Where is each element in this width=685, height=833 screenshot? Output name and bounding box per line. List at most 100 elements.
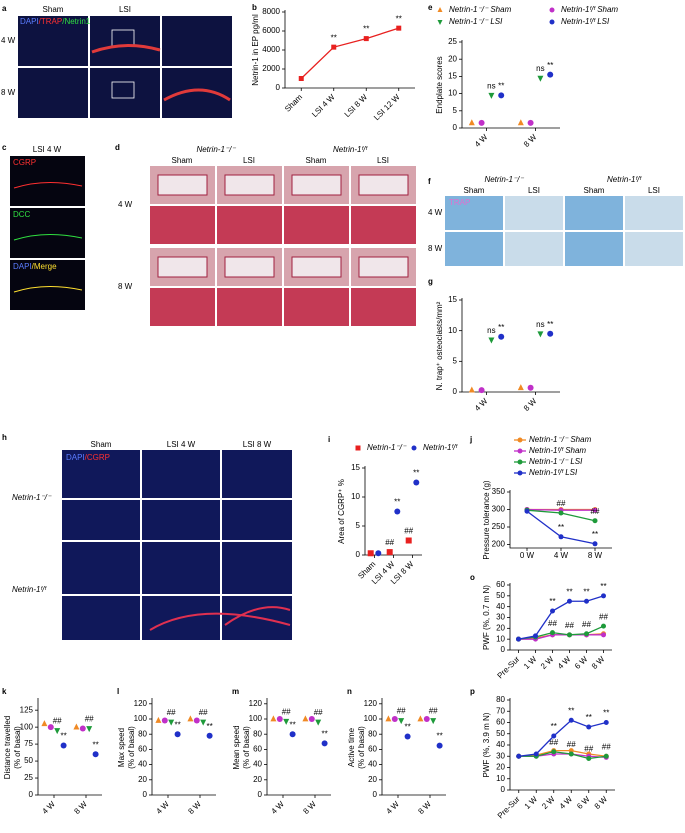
legend-label: Netrin-1ᶠ/ᶠ LSI xyxy=(529,468,578,477)
dot-mean xyxy=(391,716,398,722)
row-label: 8 W xyxy=(1,88,16,97)
significance-mark: ** xyxy=(396,14,402,23)
y-tick-label: 0 xyxy=(453,123,458,132)
dot-mean xyxy=(161,717,168,724)
axis xyxy=(509,698,615,791)
y-tick-label: 20 xyxy=(368,775,377,784)
dot-mean xyxy=(276,716,283,722)
disc xyxy=(157,174,208,196)
significance-mark: ** xyxy=(549,597,555,606)
column-label: Sham xyxy=(91,440,112,449)
y-tick-label: 60 xyxy=(496,580,505,589)
y-tick-label: 0 xyxy=(373,790,378,799)
dot-mean xyxy=(315,719,322,726)
line-point xyxy=(601,593,606,599)
micrograph xyxy=(18,68,88,118)
tissue xyxy=(13,181,83,189)
significance-mark: ** xyxy=(586,713,592,722)
series-line xyxy=(518,751,607,760)
y-tick-label: 50 xyxy=(496,591,505,600)
significance-mark: ns xyxy=(536,64,544,73)
significance-mark: ## xyxy=(429,707,438,716)
micrograph xyxy=(351,206,416,244)
legend-label: Netrin-1ᶠ/ᶠ xyxy=(423,443,458,452)
dot-mean xyxy=(517,119,524,126)
significance-mark: ** xyxy=(547,320,553,329)
y-tick-label: 40 xyxy=(138,760,147,769)
column-label: LSI 4 W xyxy=(167,440,196,449)
stain-part: /TRAP xyxy=(39,17,63,26)
y-tick-label: 20 xyxy=(496,623,505,632)
panel-letter: j xyxy=(469,435,472,444)
dot-mean xyxy=(398,718,405,725)
micrograph xyxy=(62,596,140,640)
y-tick-label: 20 xyxy=(138,775,147,784)
panel-letter: b xyxy=(252,3,257,12)
significance-mark: ## xyxy=(565,621,574,630)
column-label: LSI 8 W xyxy=(243,440,272,449)
dot-mean xyxy=(321,740,328,747)
micrograph xyxy=(10,260,85,310)
significance-mark: ## xyxy=(385,538,394,547)
dot-mean xyxy=(375,550,382,557)
stain-label: DAPI/Merge xyxy=(13,262,57,271)
dot-mean xyxy=(385,715,392,722)
group-label: Netrin-1⁻/⁻ xyxy=(484,175,524,184)
significance-mark: ## xyxy=(599,612,608,621)
x-tick-label: 4 W xyxy=(154,799,171,816)
dot-mean xyxy=(436,742,443,749)
panel-letter: i xyxy=(328,435,330,444)
y-tick-label: 125 xyxy=(20,705,34,714)
y-tick-label: 120 xyxy=(249,699,263,708)
y-tick-label: 0 xyxy=(29,790,34,799)
micrograph xyxy=(505,232,563,266)
significance-mark: ## xyxy=(548,619,557,628)
dot-mean xyxy=(478,119,485,126)
stain-part: TRAP xyxy=(449,198,470,207)
x-tick-label: LSI 8 W xyxy=(343,92,370,119)
legend-marker xyxy=(517,459,523,465)
y-tick-label: 0 xyxy=(453,387,458,396)
line-point xyxy=(586,724,592,730)
line-point xyxy=(396,25,402,31)
x-tick-label: 8 W xyxy=(522,132,539,149)
dot-mean xyxy=(478,387,485,394)
legend-marker xyxy=(549,7,555,13)
significance-mark: ** xyxy=(600,582,606,591)
micrograph xyxy=(142,542,220,594)
x-tick-label: Sham xyxy=(283,92,304,113)
significance-mark: ** xyxy=(289,720,295,729)
disc xyxy=(157,256,208,278)
line-point xyxy=(567,632,572,638)
panel-letter: e xyxy=(428,3,433,12)
x-tick-label: 4 W xyxy=(40,799,57,816)
y-tick-label: 25 xyxy=(24,773,33,782)
dot-mean xyxy=(413,479,420,486)
significance-mark: ** xyxy=(498,81,504,90)
line-point xyxy=(568,751,574,757)
x-tick-label: LSI 4 W xyxy=(310,92,337,119)
axis xyxy=(461,40,560,129)
micrograph xyxy=(565,196,623,230)
x-tick-label: 8 W xyxy=(590,654,607,671)
dot-mean xyxy=(537,331,544,338)
y-tick-label: 60 xyxy=(138,745,147,754)
significance-mark: ns xyxy=(487,81,495,90)
significance-mark: ** xyxy=(413,469,419,478)
line-point xyxy=(568,717,574,723)
panel-letter: g xyxy=(428,277,433,286)
x-tick-label: 4 W xyxy=(384,799,401,816)
line-point xyxy=(586,756,592,761)
panel-letter: a xyxy=(2,4,7,13)
micrograph xyxy=(445,196,503,230)
y-tick-label: 5 xyxy=(453,356,458,365)
x-tick-label: 2 W xyxy=(540,794,557,811)
column-label: LSI xyxy=(377,156,389,165)
column-label: Sham xyxy=(584,186,605,195)
micrograph xyxy=(222,542,292,594)
dot-mean xyxy=(537,75,544,82)
x-tick-label: 8 W xyxy=(301,799,318,816)
legend-marker xyxy=(517,470,523,476)
legend-label: Netrin-1⁻/⁻ Sham xyxy=(529,435,592,444)
micrograph xyxy=(625,232,683,266)
